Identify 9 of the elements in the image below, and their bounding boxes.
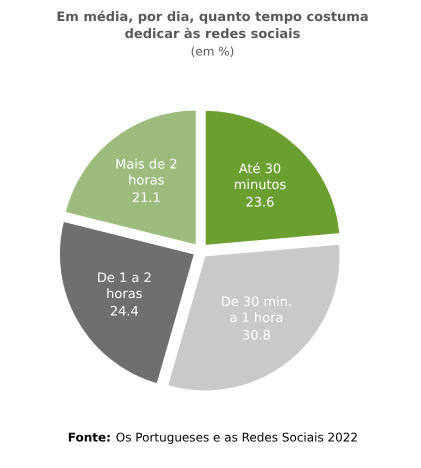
slice-label: De 1 a 2 horas: [96, 271, 152, 302]
chart-title: Em média, por dia, quanto tempo costuma dedicar às redes sociais: [56, 10, 369, 42]
chart-subtitle: (em %): [190, 44, 234, 58]
source-note: Fonte: Os Portugueses e as Redes Sociais 2022: [68, 430, 358, 444]
data-label: 24.4: [110, 304, 139, 320]
data-label: 23.6: [246, 196, 274, 211]
slice-label: Até 30 minutos: [234, 162, 286, 194]
data-label: 21.1: [132, 191, 161, 206]
slice-label: Mais de 2 horas: [115, 158, 178, 189]
